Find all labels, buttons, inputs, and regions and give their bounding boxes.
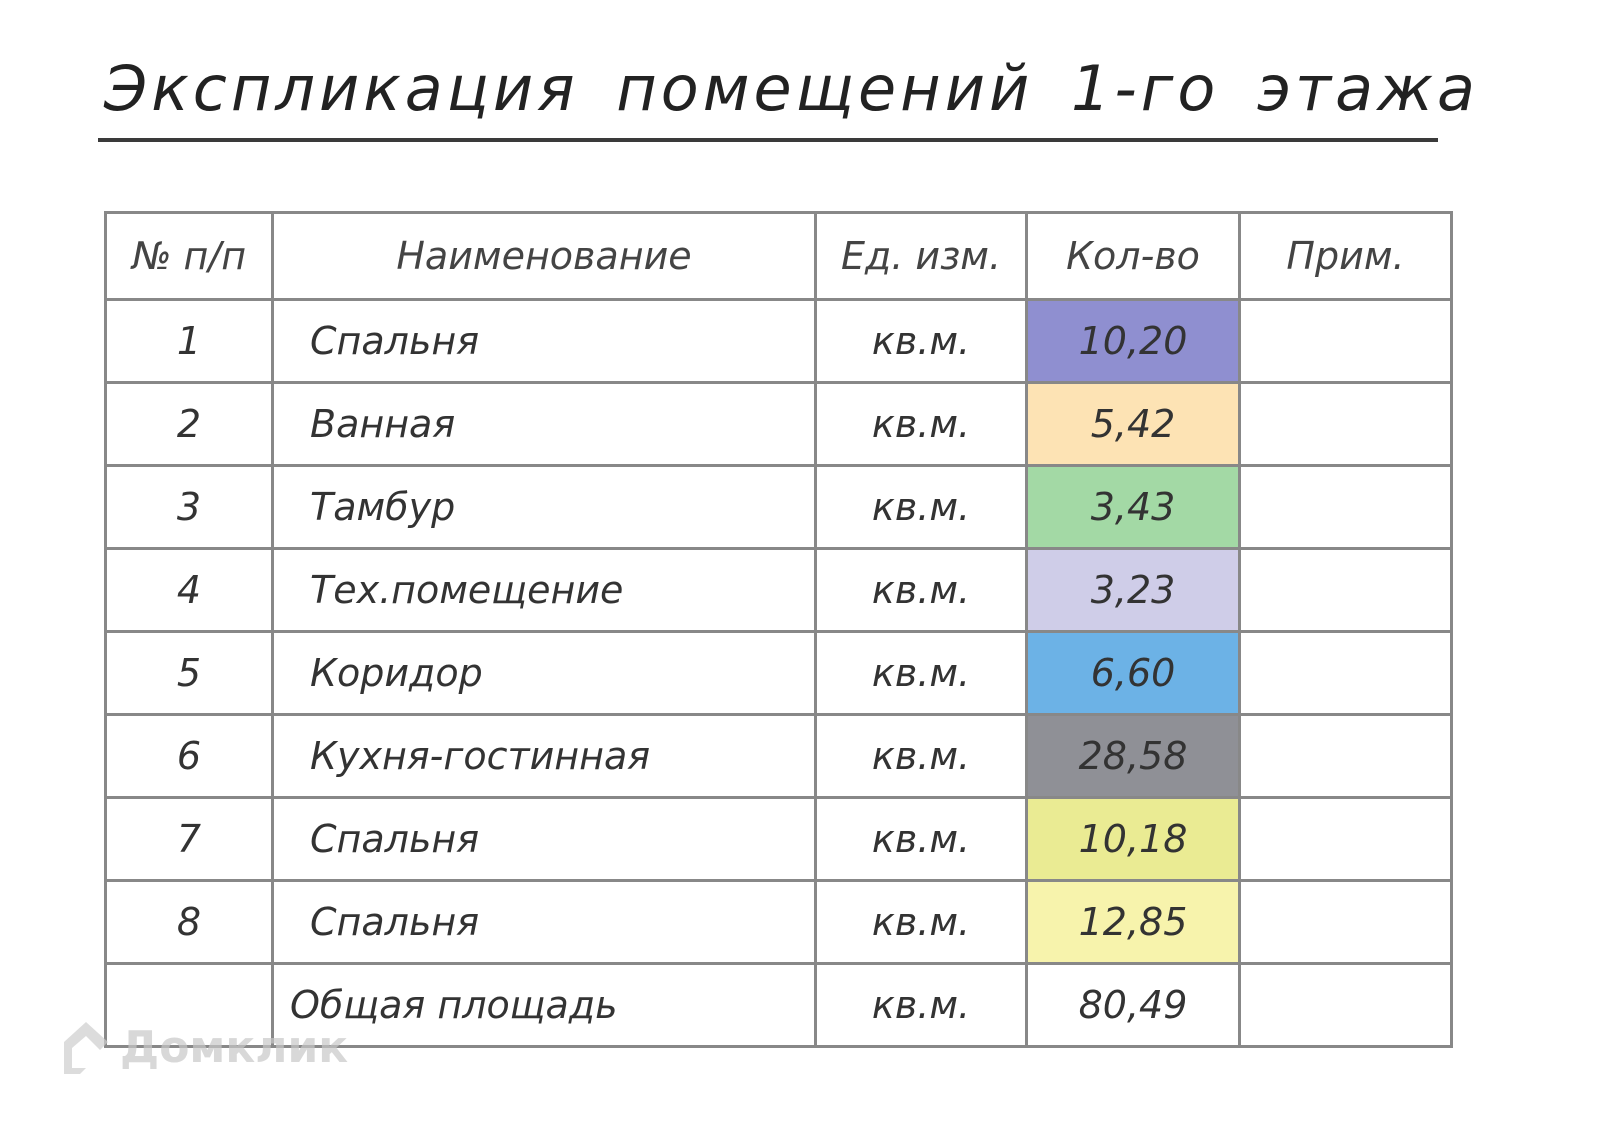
cell-unit: кв.м. [814, 796, 1028, 882]
cell-name: Общая площадь [271, 962, 817, 1048]
cell-name: Спальня [271, 796, 817, 882]
cell-unit: кв.м. [814, 298, 1028, 384]
cell-quantity: 10,20 [1025, 298, 1241, 384]
cell-name: Кухня-гостинная [271, 713, 817, 799]
cell-note [1238, 381, 1453, 467]
table-row: 3 Тамбур кв.м. 3,43 [104, 464, 1453, 550]
cell-number: 4 [104, 547, 274, 633]
cell-quantity: 5,42 [1025, 381, 1241, 467]
cell-unit: кв.м. [814, 962, 1028, 1048]
table-row: 4 Тех.помещение кв.м. 3,23 [104, 547, 1453, 633]
cell-number: 8 [104, 879, 274, 965]
cell-number: 1 [104, 298, 274, 384]
cell-unit: кв.м. [814, 879, 1028, 965]
cell-note [1238, 796, 1453, 882]
cell-note [1238, 630, 1453, 716]
cell-note [1238, 298, 1453, 384]
rooms-table: № п/п Наименование Ед. изм. Кол-во Прим.… [104, 211, 1453, 1048]
cell-name: Тех.помещение [271, 547, 817, 633]
table-header-row: № п/п Наименование Ед. изм. Кол-во Прим. [104, 211, 1453, 301]
table-row: 5 Коридор кв.м. 6,60 [104, 630, 1453, 716]
cell-note [1238, 464, 1453, 550]
cell-note [1238, 713, 1453, 799]
cell-unit: кв.м. [814, 464, 1028, 550]
cell-name: Ванная [271, 381, 817, 467]
cell-unit: кв.м. [814, 381, 1028, 467]
page-title: Экспликация помещений 1-го этажа [104, 52, 1480, 125]
cell-number [104, 962, 274, 1048]
cell-quantity: 6,60 [1025, 630, 1241, 716]
header-note: Прим. [1238, 211, 1453, 301]
cell-name: Спальня [271, 879, 817, 965]
header-number: № п/п [104, 211, 274, 301]
table-row: 6 Кухня-гостинная кв.м. 28,58 [104, 713, 1453, 799]
cell-quantity: 12,85 [1025, 879, 1241, 965]
cell-note [1238, 879, 1453, 965]
domclick-watermark: Домклик [60, 1018, 348, 1076]
watermark-text: Домклик [120, 1021, 349, 1073]
cell-number: 2 [104, 381, 274, 467]
header-name: Наименование [271, 211, 817, 301]
cell-name: Коридор [271, 630, 817, 716]
cell-number: 7 [104, 796, 274, 882]
cell-number: 5 [104, 630, 274, 716]
cell-quantity: 80,49 [1025, 962, 1241, 1048]
cell-quantity: 3,23 [1025, 547, 1241, 633]
cell-note [1238, 547, 1453, 633]
house-logo-icon [64, 1022, 108, 1074]
cell-note [1238, 962, 1453, 1048]
header-quantity: Кол-во [1025, 211, 1241, 301]
cell-name: Тамбур [271, 464, 817, 550]
table-row: 2 Ванная кв.м. 5,42 [104, 381, 1453, 467]
cell-unit: кв.м. [814, 630, 1028, 716]
cell-unit: кв.м. [814, 547, 1028, 633]
cell-name: Спальня [271, 298, 817, 384]
title-underline [98, 138, 1438, 142]
cell-number: 3 [104, 464, 274, 550]
table-row: 1 Спальня кв.м. 10,20 [104, 298, 1453, 384]
table-row: 7 Спальня кв.м. 10,18 [104, 796, 1453, 882]
cell-quantity: 3,43 [1025, 464, 1241, 550]
cell-number: 6 [104, 713, 274, 799]
cell-unit: кв.м. [814, 713, 1028, 799]
header-unit: Ед. изм. [814, 211, 1028, 301]
cell-quantity: 10,18 [1025, 796, 1241, 882]
total-row: Общая площадь кв.м. 80,49 [104, 962, 1453, 1048]
cell-quantity: 28,58 [1025, 713, 1241, 799]
table-row: 8 Спальня кв.м. 12,85 [104, 879, 1453, 965]
